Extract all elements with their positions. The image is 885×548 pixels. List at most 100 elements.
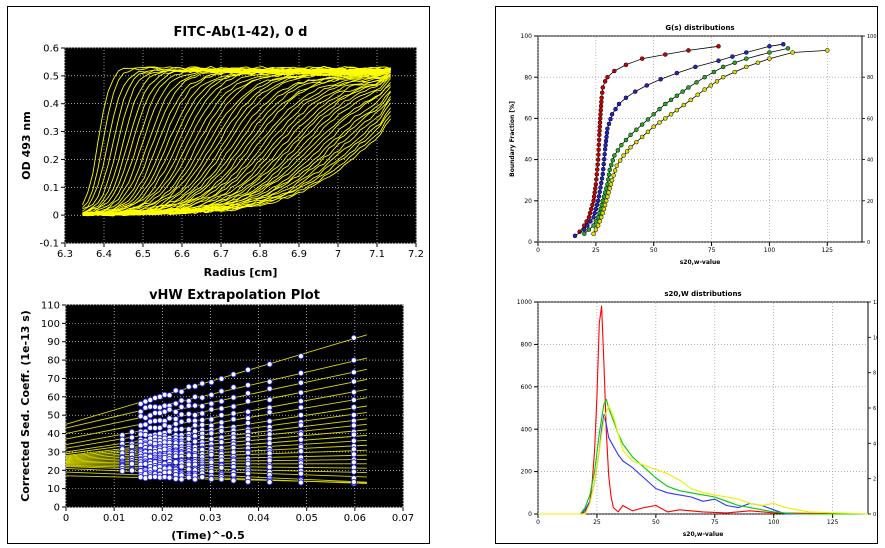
- data-point: [688, 97, 693, 103]
- y-tick-label: 40: [524, 157, 532, 164]
- data-point: [142, 414, 149, 421]
- right-tick-label: 40: [867, 158, 873, 164]
- extrapolation-line: [65, 449, 367, 462]
- data-point: [128, 467, 136, 474]
- extrapolation-line: [65, 444, 367, 461]
- y-tick-label: 110: [41, 301, 60, 312]
- data-point: [191, 422, 199, 429]
- data-point: [297, 379, 304, 386]
- data-point: [593, 219, 599, 224]
- extrapolation-line: [65, 465, 367, 474]
- s20w-distribution-chart: 0 25 50 75 100 125 0 200 400 600 800 1000 0 2 4 6 8 10 12 s…: [517, 290, 878, 538]
- data-point: [645, 129, 651, 135]
- data-point: [592, 190, 597, 195]
- extrapolation-line: [65, 423, 367, 457]
- x-tick-label: 7.1: [369, 249, 385, 260]
- data-point: [744, 50, 749, 55]
- y-axis-label: Corrected Sed. Coeff. (1e-13 s): [19, 310, 32, 502]
- y-tick-label: 800: [521, 342, 533, 349]
- data-point: [208, 391, 215, 398]
- x-tick-label: 0: [63, 513, 69, 524]
- data-point: [732, 60, 737, 66]
- data-point: [297, 479, 304, 486]
- data-point: [266, 385, 273, 392]
- x-tick-label: 6.4: [96, 249, 112, 260]
- y-tick-label: 1000: [517, 299, 532, 306]
- x-axis-label: s20,w-value: [680, 259, 721, 266]
- data-point: [604, 134, 609, 140]
- data-point: [663, 116, 668, 121]
- data-point: [645, 117, 651, 122]
- data-point: [230, 416, 237, 423]
- extrapolation-line: [65, 466, 367, 478]
- data-point: [350, 431, 357, 438]
- data-point: [178, 403, 185, 411]
- data-point: [599, 215, 604, 220]
- data-point: [199, 410, 206, 417]
- data-point: [602, 79, 608, 84]
- data-point: [166, 428, 173, 435]
- data-point: [185, 410, 192, 418]
- data-point: [350, 369, 357, 376]
- data-point: [603, 138, 609, 144]
- data-point: [350, 411, 357, 419]
- y-tick-label: 50: [47, 411, 60, 422]
- data-point: [599, 180, 604, 186]
- data-point: [594, 177, 599, 182]
- data-point: [639, 56, 645, 61]
- chart-title: G(s) distributions: [665, 24, 734, 32]
- x-tick-label: 25: [592, 247, 600, 254]
- data-point: [350, 437, 357, 444]
- y-tick-label: 0: [54, 503, 60, 514]
- data-point: [191, 393, 199, 400]
- data-point: [601, 206, 607, 212]
- x-tick-label: 0.02: [151, 513, 173, 524]
- data-point: [582, 227, 587, 232]
- y-tick-label: 10: [47, 484, 60, 495]
- right-tick-label: 4: [873, 441, 876, 447]
- data-point: [594, 202, 600, 208]
- data-point: [588, 219, 593, 224]
- data-point: [199, 403, 206, 410]
- data-point: [716, 44, 721, 49]
- data-point: [597, 120, 603, 125]
- data-point: [142, 404, 149, 411]
- data-point: [644, 83, 650, 88]
- y-tick-label: -0.1: [39, 239, 59, 250]
- data-point: [598, 185, 603, 190]
- scan-trace: [82, 67, 391, 216]
- y-tick-label: 20: [524, 198, 532, 205]
- data-point: [781, 41, 786, 47]
- y-axis-label: OD 493 nm: [20, 111, 33, 179]
- data-point: [191, 412, 199, 419]
- data-point: [585, 223, 590, 228]
- data-point: [596, 137, 602, 143]
- data-point: [596, 194, 602, 199]
- data-point: [680, 89, 685, 94]
- data-point: [651, 124, 656, 129]
- data-point: [297, 412, 304, 419]
- data-point: [599, 95, 604, 101]
- data-point: [634, 139, 639, 145]
- data-point: [218, 398, 225, 405]
- data-point: [266, 378, 273, 385]
- data-point: [663, 101, 668, 107]
- data-point: [191, 383, 199, 390]
- x-tick-label: 6.8: [252, 249, 268, 260]
- data-point: [266, 479, 273, 486]
- data-point: [297, 431, 304, 438]
- right-tick-label: 2: [873, 477, 876, 483]
- x-tick-label: 0.03: [199, 513, 221, 524]
- scan-trace: [82, 67, 391, 216]
- data-point: [597, 132, 602, 138]
- data-point: [598, 107, 604, 113]
- data-point: [350, 459, 357, 466]
- y-tick-label: 0.6: [43, 44, 59, 55]
- data-point: [185, 474, 192, 481]
- data-point: [606, 121, 612, 127]
- y-tick-label: 0.1: [43, 183, 59, 194]
- data-point: [602, 151, 607, 157]
- data-point: [350, 334, 357, 341]
- x-tick-label: 7: [335, 249, 341, 260]
- data-point: [172, 387, 179, 394]
